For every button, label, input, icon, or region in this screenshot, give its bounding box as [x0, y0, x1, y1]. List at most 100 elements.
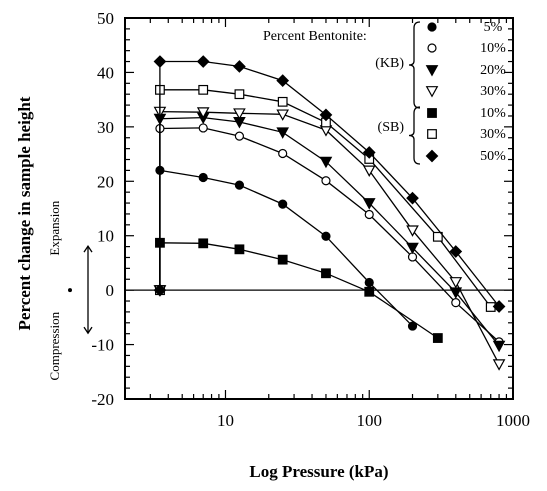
- legend-marker: [427, 43, 437, 53]
- series-line: [159, 169, 413, 327]
- data-point: [198, 238, 209, 249]
- data-point: [234, 244, 245, 255]
- legend-entries: 5% 10% 20% 30% 10% 30% 50%: [425, 20, 506, 164]
- data-point: [364, 209, 374, 220]
- data-point: [196, 55, 210, 68]
- series-kb-20pct: [153, 112, 506, 353]
- data-point: [198, 84, 209, 95]
- expansion-label: Expansion: [47, 200, 62, 255]
- series-line: [159, 242, 439, 339]
- arrow-down-icon: [83, 326, 93, 335]
- data-point: [406, 225, 419, 237]
- x-tick-label: 10: [217, 411, 234, 430]
- series-layer: [153, 55, 506, 371]
- legend-marker: [425, 149, 439, 163]
- y-axis-title: Percent change in sample height: [15, 96, 34, 330]
- data-point: [198, 172, 208, 183]
- data-point: [153, 55, 167, 68]
- direction-annotation: Expansion Compression: [47, 200, 93, 380]
- brace-sb-icon: [408, 106, 421, 165]
- y-tick-label: 40: [97, 63, 114, 82]
- data-point: [432, 231, 443, 242]
- data-point: [451, 298, 461, 308]
- legend-entry: 5%: [427, 20, 503, 35]
- y-tick-label: -10: [91, 336, 114, 355]
- data-point: [234, 180, 245, 190]
- compression-label: Compression: [47, 311, 62, 380]
- data-point: [278, 148, 288, 159]
- legend-entry: 30%: [427, 127, 506, 142]
- data-point: [362, 198, 376, 210]
- data-point: [234, 89, 245, 100]
- series-kb-5pct: [155, 165, 418, 331]
- legend-label: 30%: [480, 84, 506, 99]
- data-point: [198, 123, 208, 133]
- legend-label: 5%: [484, 20, 503, 35]
- legend-entry: 50%: [425, 149, 506, 164]
- data-point: [364, 277, 374, 288]
- data-point: [319, 108, 333, 122]
- legend-marker: [427, 22, 437, 32]
- data-point: [277, 96, 288, 107]
- legend-label: 50%: [480, 149, 506, 164]
- series-line: [159, 60, 500, 307]
- legend-label: 10%: [480, 41, 506, 56]
- y-tick-label: 50: [97, 9, 114, 28]
- legend-title: Percent Bentonite:: [263, 29, 367, 44]
- data-point: [278, 199, 288, 209]
- data-point: [276, 74, 290, 87]
- tick-labels: 10 100 1000 -20 -10 0 10 20 30 40 50: [91, 9, 530, 430]
- y-tick-label: 10: [97, 227, 114, 246]
- legend: Percent Bentonite: (KB) (SB) 5% 10% 20% 30%…: [263, 20, 506, 165]
- x-tick-label: 1000: [496, 411, 530, 430]
- arrow-up-icon: [83, 244, 93, 253]
- series-line: [159, 116, 500, 347]
- data-point: [362, 146, 376, 159]
- legend-label: 30%: [480, 127, 506, 142]
- data-point: [406, 242, 419, 255]
- data-point: [432, 333, 443, 343]
- x-tick-label: 100: [356, 411, 382, 430]
- data-point: [233, 108, 246, 120]
- legend-group-kb: (KB): [375, 56, 404, 71]
- data-point: [233, 60, 246, 73]
- data-point: [449, 277, 463, 289]
- legend-group-sb: (SB): [378, 120, 405, 135]
- legend-marker: [425, 86, 439, 98]
- data-point: [492, 340, 506, 353]
- y-tick-label: 20: [97, 172, 114, 191]
- legend-entry: 20%: [425, 63, 506, 78]
- legend-label: 10%: [480, 106, 506, 121]
- data-point: [362, 165, 376, 177]
- data-point: [319, 156, 333, 169]
- data-point: [364, 286, 375, 297]
- series-line: [159, 127, 500, 343]
- tick-marks: [124, 17, 514, 400]
- data-point: [492, 300, 506, 313]
- data-point: [277, 254, 288, 265]
- legend-entry: 10%: [427, 41, 506, 56]
- data-point: [321, 268, 331, 279]
- data-point: [276, 127, 290, 139]
- series-kb-10pct: [155, 123, 504, 347]
- series-kb-30pct: [153, 106, 506, 371]
- data-point: [196, 107, 210, 119]
- data-point: [234, 131, 245, 141]
- y-tick-label: -20: [91, 390, 114, 409]
- legend-entry: 10%: [427, 106, 506, 121]
- data-point: [406, 191, 419, 205]
- y-tick-label: 0: [106, 281, 115, 300]
- y-tick-label: 30: [97, 118, 114, 137]
- x-axis-title: Log Pressure (kPa): [249, 462, 388, 481]
- legend-marker: [425, 65, 439, 77]
- series-line: [159, 110, 500, 365]
- data-point: [276, 109, 290, 121]
- data-point: [321, 231, 331, 241]
- brace-kb-icon: [408, 21, 421, 109]
- legend-marker: [427, 129, 437, 139]
- legend-marker: [427, 108, 437, 118]
- legend-label: 20%: [480, 63, 506, 78]
- data-point: [321, 176, 331, 186]
- plot-frame: [124, 17, 514, 400]
